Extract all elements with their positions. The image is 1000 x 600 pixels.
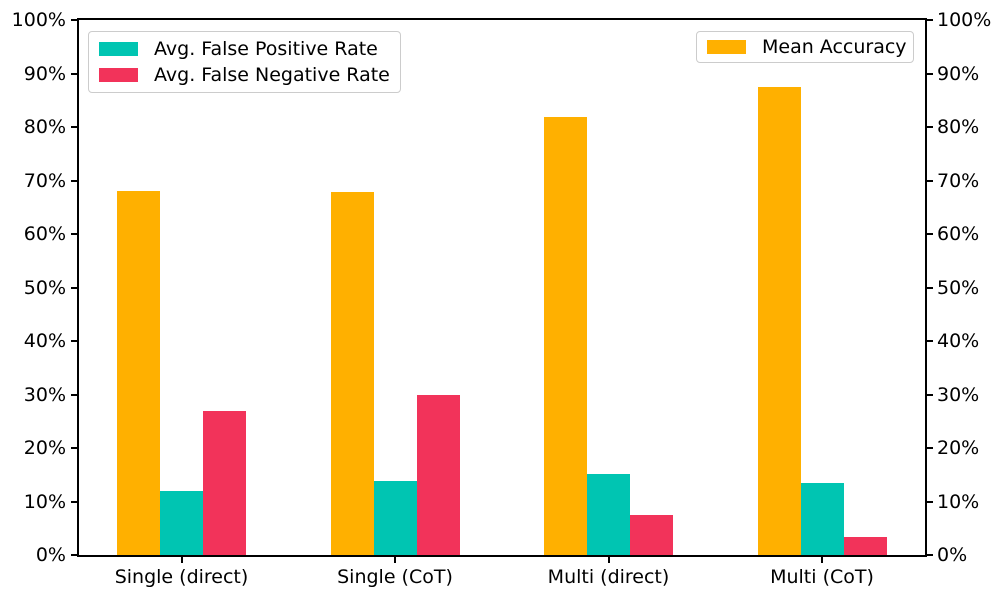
legend-label-avg-false-negative-rate: Avg. False Negative Rate: [154, 64, 390, 86]
y-tick-label-left-30: 30%: [23, 383, 66, 406]
bar-avg-false-positive-rate-multi-cot: [800, 482, 844, 555]
bar-avg-false-negative-rate-multi-cot: [843, 536, 887, 555]
legend-upper-right: Mean Accuracy: [696, 31, 914, 63]
x-tick-label-multi-direct: Multi (direct): [547, 566, 670, 588]
y-tick-label-right-90: 90%: [937, 62, 980, 85]
y-tick-label-right-30: 30%: [937, 383, 980, 406]
y-tick-label-left-80: 80%: [23, 116, 66, 138]
y-tick-right-0: [927, 554, 933, 556]
legend-label-mean-accuracy: Mean Accuracy: [762, 36, 907, 58]
y-tick-left-20: [70, 447, 77, 449]
bar-avg-false-negative-rate-multi-direct: [630, 515, 673, 555]
y-tick-label-left-60: 60%: [23, 223, 66, 245]
legend-swatch-avg-false-positive-rate: [99, 41, 138, 57]
bar-avg-false-negative-rate-single-cot: [416, 394, 460, 555]
y-tick-left-30: [70, 393, 77, 396]
y-tick-right-30: [927, 393, 933, 396]
left-spine: [76, 18, 79, 557]
y-tick-label-left-70: 70%: [23, 169, 66, 192]
y-tick-label-left-10: 10%: [23, 490, 66, 513]
bar-mean-accuracy-single-direct: [117, 190, 160, 555]
y-tick-label-right-10: 10%: [937, 490, 980, 513]
y-tick-right-40: [927, 340, 933, 342]
legend-swatch-mean-accuracy: [707, 39, 746, 55]
y-tick-label-left-100: 100%: [11, 9, 66, 31]
x-tick-label-multi-cot: Multi (CoT): [770, 566, 874, 588]
legend-row-avg-false-positive-rate: Avg. False Positive Rate: [99, 38, 390, 60]
y-tick-label-left-50: 50%: [23, 276, 66, 299]
legend-swatch-avg-false-negative-rate: [99, 67, 138, 83]
y-tick-label-right-0: 0%: [937, 544, 968, 566]
legend-row-avg-false-negative-rate: Avg. False Negative Rate: [99, 64, 390, 86]
y-tick-label-left-20: 20%: [23, 437, 66, 459]
y-tick-label-right-20: 20%: [937, 437, 980, 459]
y-tick-right-90: [927, 72, 933, 75]
y-tick-label-left-0: 0%: [35, 544, 66, 566]
y-tick-label-right-50: 50%: [937, 276, 980, 299]
y-tick-right-50: [927, 286, 933, 289]
bar-avg-false-positive-rate-single-direct: [160, 490, 203, 555]
y-tick-right-60: [927, 233, 933, 235]
x-tick-single-cot: [394, 557, 396, 563]
y-tick-left-70: [70, 179, 77, 182]
y-tick-right-100: [927, 19, 933, 21]
right-spine: [925, 18, 927, 557]
y-tick-left-10: [70, 500, 77, 503]
y-tick-left-90: [70, 72, 77, 75]
y-tick-left-100: [70, 19, 77, 21]
y-tick-label-right-100: 100%: [937, 9, 992, 31]
legend-upper-left: Avg. False Positive Rate Avg. False Negat…: [88, 31, 401, 93]
x-tick-multi-cot: [821, 557, 823, 563]
y-tick-left-0: [70, 554, 77, 556]
legend-row-mean-accuracy: Mean Accuracy: [707, 36, 907, 58]
x-tick-label-single-cot: Single (CoT): [337, 566, 453, 588]
top-spine: [76, 18, 927, 20]
y-tick-left-40: [70, 340, 77, 342]
y-tick-label-left-40: 40%: [23, 330, 66, 352]
x-tick-single-direct: [180, 557, 183, 563]
y-tick-right-10: [927, 500, 933, 503]
legend-label-avg-false-positive-rate: Avg. False Positive Rate: [154, 38, 378, 60]
y-tick-right-20: [927, 447, 933, 449]
bar-avg-false-negative-rate-single-direct: [203, 410, 246, 555]
x-tick-label-single-direct: Single (direct): [114, 566, 249, 588]
y-tick-left-60: [70, 233, 77, 235]
bar-avg-false-positive-rate-single-cot: [373, 480, 417, 555]
bar-mean-accuracy-single-cot: [330, 192, 374, 555]
y-tick-left-50: [70, 286, 77, 289]
y-tick-label-right-70: 70%: [937, 169, 980, 192]
y-tick-right-80: [927, 126, 933, 128]
y-tick-right-70: [927, 179, 933, 182]
y-tick-left-80: [70, 126, 77, 128]
x-tick-multi-direct: [607, 557, 610, 563]
y-tick-label-left-90: 90%: [23, 62, 66, 85]
bar-mean-accuracy-multi-cot: [757, 86, 801, 555]
bar-avg-false-positive-rate-multi-direct: [587, 474, 630, 555]
y-tick-label-right-80: 80%: [937, 116, 980, 138]
bar-mean-accuracy-multi-direct: [544, 117, 587, 555]
y-tick-label-right-40: 40%: [937, 330, 980, 352]
bottom-spine: [76, 555, 927, 557]
y-tick-label-right-60: 60%: [937, 223, 980, 245]
plot-area: [79, 20, 926, 555]
